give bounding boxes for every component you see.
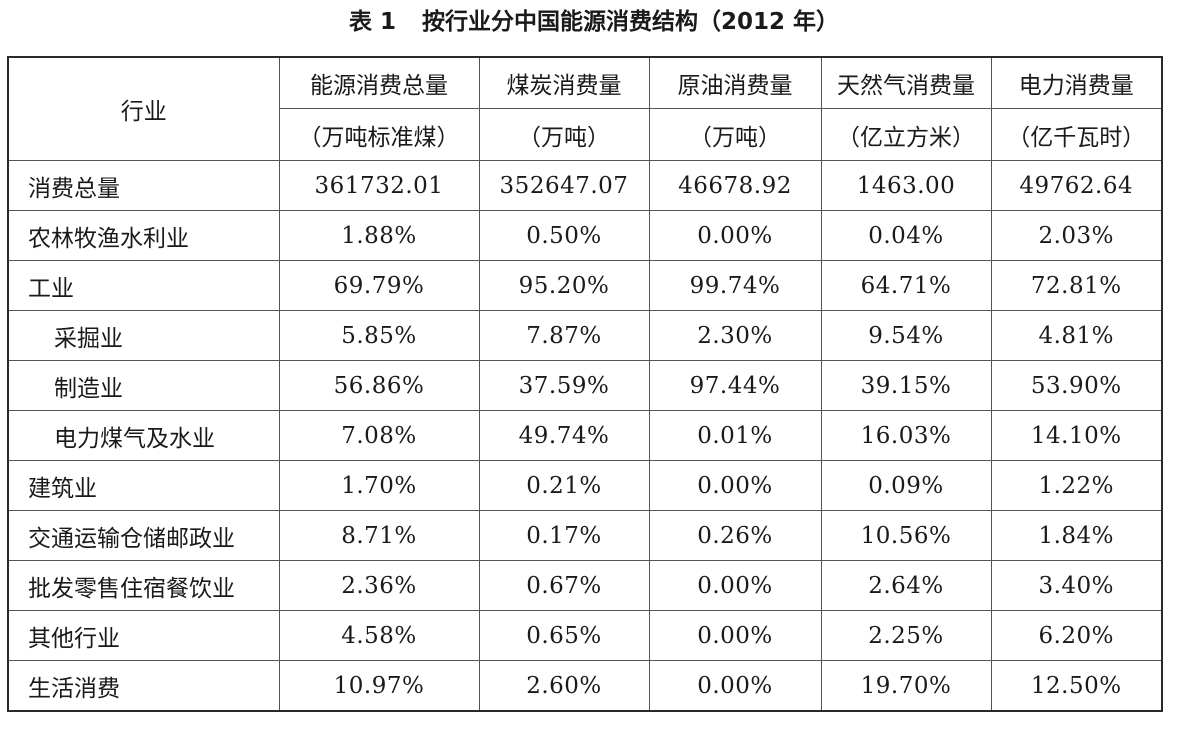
energy-consumption-table: 行业 能源消费总量 煤炭消费量 原油消费量 天然气消费量 电力消费量 （万吨标准…: [7, 56, 1163, 712]
column-header-name: 电力消费量: [990, 56, 1163, 109]
table-row: 制造业 56.86% 37.59% 97.44% 39.15% 53.90%: [7, 360, 1163, 411]
table-cell: 7.87%: [478, 310, 650, 361]
table-cell: 0.00%: [648, 460, 822, 511]
table-cell: 2.64%: [820, 560, 992, 611]
table-cell: 0.67%: [478, 560, 650, 611]
column-header-unit: （万吨标准煤）: [278, 108, 480, 161]
table-cell: 95.20%: [478, 260, 650, 311]
table-cell: 3.40%: [990, 560, 1163, 611]
table-cell: 1.88%: [278, 210, 480, 261]
table-cell: 97.44%: [648, 360, 822, 411]
table-cell: 49762.64: [990, 160, 1163, 211]
table-cell: 64.71%: [820, 260, 992, 311]
row-label: 建筑业: [7, 460, 280, 511]
table-row: 生活消费 10.97% 2.60% 0.00% 19.70% 12.50%: [7, 660, 1163, 712]
table-cell: 0.00%: [648, 660, 822, 712]
table-cell: 1.70%: [278, 460, 480, 511]
row-label: 其他行业: [7, 610, 280, 661]
table-cell: 99.74%: [648, 260, 822, 311]
table-title: 表 1 按行业分中国能源消费结构（2012 年）: [0, 6, 1182, 38]
table-title-text: 按行业分中国能源消费结构（2012 年）: [421, 9, 840, 35]
table-cell: 46678.92: [648, 160, 822, 211]
row-label: 生活消费: [7, 660, 280, 712]
table-row: 批发零售住宿餐饮业 2.36% 0.67% 0.00% 2.64% 3.40%: [7, 560, 1163, 611]
column-header-name: 天然气消费量: [820, 56, 992, 109]
table-cell: 4.81%: [990, 310, 1163, 361]
table-cell: 2.03%: [990, 210, 1163, 261]
column-header-name: 煤炭消费量: [478, 56, 650, 109]
table-cell: 2.30%: [648, 310, 822, 361]
table-cell: 0.00%: [648, 560, 822, 611]
table-cell: 5.85%: [278, 310, 480, 361]
table-cell: 0.01%: [648, 410, 822, 461]
table-row: 其他行业 4.58% 0.65% 0.00% 2.25% 6.20%: [7, 610, 1163, 661]
table-row: 采掘业 5.85% 7.87% 2.30% 9.54% 4.81%: [7, 310, 1163, 361]
row-label: 消费总量: [7, 160, 280, 211]
row-label: 农林牧渔水利业: [7, 210, 280, 261]
table-cell: 53.90%: [990, 360, 1163, 411]
header-row-names: 行业 能源消费总量 煤炭消费量 原油消费量 天然气消费量 电力消费量: [7, 56, 1163, 161]
table-cell: 56.86%: [278, 360, 480, 411]
table-row: 建筑业 1.70% 0.21% 0.00% 0.09% 1.22%: [7, 460, 1163, 511]
table-cell: 352647.07: [478, 160, 650, 211]
table-cell: 0.04%: [820, 210, 992, 261]
industry-header: 行业: [7, 56, 280, 161]
table-cell: 4.58%: [278, 610, 480, 661]
table-cell: 9.54%: [820, 310, 992, 361]
row-label: 批发零售住宿餐饮业: [7, 560, 280, 611]
column-header-name: 能源消费总量: [278, 56, 480, 109]
table-row: 电力煤气及水业 7.08% 49.74% 0.01% 16.03% 14.10%: [7, 410, 1163, 461]
table-cell: 72.81%: [990, 260, 1163, 311]
table-cell: 1.84%: [990, 510, 1163, 561]
table-cell: 39.15%: [820, 360, 992, 411]
table-cell: 12.50%: [990, 660, 1163, 712]
table-cell: 0.00%: [648, 210, 822, 261]
column-header-unit: （亿千瓦时）: [990, 108, 1163, 161]
table-cell: 10.97%: [278, 660, 480, 712]
row-label: 制造业: [7, 360, 280, 411]
table-row: 工业 69.79% 95.20% 99.74% 64.71% 72.81%: [7, 260, 1163, 311]
column-header-name: 原油消费量: [648, 56, 822, 109]
table-cell: 1463.00: [820, 160, 992, 211]
table-cell: 37.59%: [478, 360, 650, 411]
table-row: 农林牧渔水利业 1.88% 0.50% 0.00% 0.04% 2.03%: [7, 210, 1163, 261]
table-cell: 10.56%: [820, 510, 992, 561]
table-cell: 0.50%: [478, 210, 650, 261]
table-cell: 8.71%: [278, 510, 480, 561]
table-cell: 2.25%: [820, 610, 992, 661]
table-body: 行业 能源消费总量 煤炭消费量 原油消费量 天然气消费量 电力消费量 （万吨标准…: [7, 56, 1163, 712]
row-label: 工业: [7, 260, 280, 311]
row-label: 交通运输仓储邮政业: [7, 510, 280, 561]
table-cell: 7.08%: [278, 410, 480, 461]
table-cell: 6.20%: [990, 610, 1163, 661]
column-header-unit: （亿立方米）: [820, 108, 992, 161]
table-cell: 49.74%: [478, 410, 650, 461]
row-label: 电力煤气及水业: [7, 410, 280, 461]
table-cell: 0.26%: [648, 510, 822, 561]
table-cell: 2.60%: [478, 660, 650, 712]
column-header-unit: （万吨）: [478, 108, 650, 161]
table-cell: 16.03%: [820, 410, 992, 461]
table-cell: 0.17%: [478, 510, 650, 561]
table-cell: 19.70%: [820, 660, 992, 712]
table-cell: 0.21%: [478, 460, 650, 511]
table-cell: 2.36%: [278, 560, 480, 611]
table-cell: 69.79%: [278, 260, 480, 311]
row-label: 采掘业: [7, 310, 280, 361]
table-cell: 0.00%: [648, 610, 822, 661]
table-row: 消费总量 361732.01 352647.07 46678.92 1463.00 497…: [7, 160, 1163, 211]
column-header-unit: （万吨）: [648, 108, 822, 161]
table-cell: 14.10%: [990, 410, 1163, 461]
table-cell: 1.22%: [990, 460, 1163, 511]
table-row: 交通运输仓储邮政业 8.71% 0.17% 0.26% 10.56% 1.84%: [7, 510, 1163, 561]
table-number: 表 1: [348, 9, 396, 35]
table-cell: 361732.01: [278, 160, 480, 211]
table-cell: 0.09%: [820, 460, 992, 511]
table-cell: 0.65%: [478, 610, 650, 661]
